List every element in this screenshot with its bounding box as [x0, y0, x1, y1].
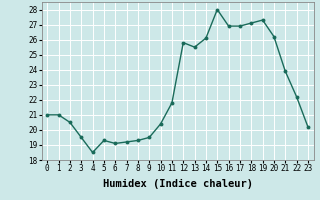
- X-axis label: Humidex (Indice chaleur): Humidex (Indice chaleur): [103, 179, 252, 189]
